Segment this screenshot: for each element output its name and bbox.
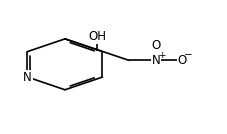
Text: N: N bbox=[151, 54, 160, 67]
Text: N: N bbox=[23, 70, 32, 84]
Text: +: + bbox=[157, 51, 165, 60]
Text: OH: OH bbox=[88, 30, 105, 43]
Text: O: O bbox=[151, 39, 160, 52]
Text: −: − bbox=[183, 50, 192, 60]
Text: O: O bbox=[177, 54, 186, 67]
